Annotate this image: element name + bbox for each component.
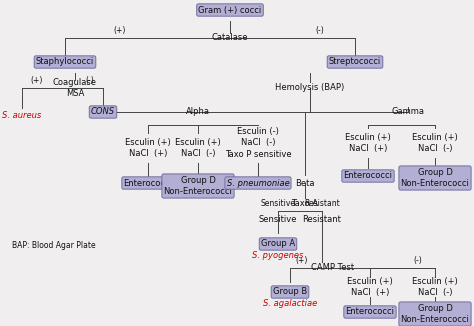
Text: Enterococci: Enterococci — [344, 171, 392, 181]
Text: Sensitive: Sensitive — [261, 199, 295, 208]
Text: (-): (-) — [316, 26, 324, 35]
Text: S. agalactiae: S. agalactiae — [263, 299, 317, 307]
Text: Gamma: Gamma — [392, 108, 425, 116]
Text: S. pyogenes: S. pyogenes — [252, 250, 304, 259]
Text: Esculin (+)
NaCl  (+): Esculin (+) NaCl (+) — [345, 133, 391, 154]
Text: Gram (+) cocci: Gram (+) cocci — [199, 6, 262, 14]
Text: Esculin (+)
NaCl  (-): Esculin (+) NaCl (-) — [412, 276, 458, 297]
Text: Enterococci: Enterococci — [346, 307, 394, 317]
Text: Esculin (+)
NaCl  (+): Esculin (+) NaCl (+) — [125, 138, 171, 158]
Text: Group D
Non-Enterococci: Group D Non-Enterococci — [401, 168, 469, 188]
Text: S. pneumoniae: S. pneumoniae — [227, 179, 289, 187]
Text: (-): (-) — [414, 256, 422, 265]
Text: Beta: Beta — [295, 179, 315, 187]
Text: Alpha: Alpha — [186, 108, 210, 116]
Text: Hemolysis (BAP): Hemolysis (BAP) — [275, 83, 345, 93]
Text: Group B: Group B — [273, 288, 307, 297]
Text: (+): (+) — [114, 26, 126, 35]
Text: Staphylococci: Staphylococci — [36, 57, 94, 67]
Text: BAP: Blood Agar Plate: BAP: Blood Agar Plate — [12, 241, 96, 249]
Text: Esculin (+)
NaCl  (+): Esculin (+) NaCl (+) — [347, 276, 393, 297]
Text: Esculin (+)
NaCl  (-): Esculin (+) NaCl (-) — [175, 138, 221, 158]
Text: Resistant: Resistant — [302, 215, 341, 225]
Text: S. aureus: S. aureus — [2, 111, 42, 120]
Text: Coagulase
MSA: Coagulase MSA — [53, 78, 97, 98]
Text: Sensitive: Sensitive — [259, 215, 297, 225]
Text: Catalase: Catalase — [212, 34, 248, 42]
Text: (+): (+) — [296, 256, 308, 265]
Text: (+): (+) — [31, 76, 43, 85]
Text: Group A: Group A — [261, 240, 295, 248]
Text: Taxo A: Taxo A — [292, 199, 319, 208]
Text: Resistant: Resistant — [304, 199, 340, 208]
Text: CAMP Test: CAMP Test — [311, 263, 355, 273]
Text: Enterococci: Enterococci — [124, 179, 173, 187]
Text: Group D
Non-Enterococci: Group D Non-Enterococci — [164, 176, 232, 196]
Text: Streptococci: Streptococci — [329, 57, 381, 67]
Text: Group D
Non-Enterococci: Group D Non-Enterococci — [401, 304, 469, 324]
Text: CONS: CONS — [91, 108, 115, 116]
Text: Esculin (+)
NaCl  (-): Esculin (+) NaCl (-) — [412, 133, 458, 154]
Text: Esculin (-)
NaCl  (-)
Taxo P sensitive: Esculin (-) NaCl (-) Taxo P sensitive — [225, 127, 292, 159]
Text: (-): (-) — [86, 76, 94, 85]
